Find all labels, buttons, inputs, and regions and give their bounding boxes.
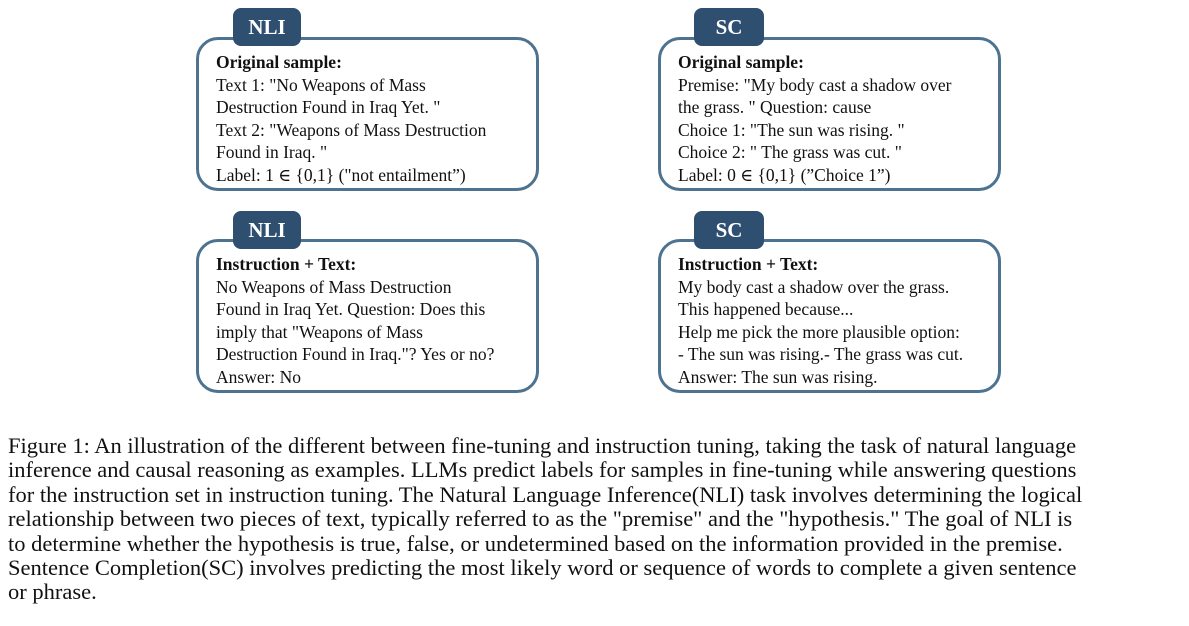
caption-line: Sentence Completion(SC) involves predict… bbox=[8, 555, 1077, 581]
panel-line: Text 2: "Weapons of Mass Destruction bbox=[216, 119, 487, 140]
caption-line: Figure 1: An illustration of the differe… bbox=[8, 433, 1077, 458]
panel-heading: Original sample: bbox=[216, 52, 342, 72]
sc-tag: SC bbox=[694, 8, 764, 46]
nli-original-sample-panel: Original sample: Text 1: "No Weapons of … bbox=[196, 37, 539, 191]
panel-line: - The sun was rising.- The grass was cut… bbox=[678, 344, 964, 364]
panel-line: Choice 1: "The sun was rising. " bbox=[678, 119, 905, 140]
panel-line: imply that "Weapons of Mass bbox=[216, 321, 423, 342]
caption-line: relationship between two pieces of text,… bbox=[8, 506, 1073, 532]
panel-heading: Instruction + Text: bbox=[216, 254, 357, 274]
panel-line: Destruction Found in Iraq Yet. " bbox=[216, 97, 441, 117]
panel-line: Destruction Found in Iraq."? Yes or no? bbox=[216, 344, 495, 364]
caption-line: to determine whether the hypothesis is t… bbox=[8, 530, 1063, 556]
panel-heading: Original sample: bbox=[678, 52, 804, 72]
panel-line: Label: 1 ∈ {0,1} ("not entailment”) bbox=[216, 164, 466, 185]
panel-line: Found in Iraq Yet. Question: Does this bbox=[216, 299, 486, 319]
panel-line: No Weapons of Mass Destruction bbox=[216, 276, 452, 297]
nli-instruction-text-panel: Instruction + Text: No Weapons of Mass D… bbox=[196, 239, 539, 393]
caption-line: or phrase. bbox=[8, 579, 97, 605]
panel-line: Answer: The sun was rising. bbox=[678, 366, 878, 387]
nli-tag: NLI bbox=[233, 8, 301, 46]
sc-instruction-text-panel: Instruction + Text: My body cast a shado… bbox=[658, 239, 1001, 393]
nli-tag: NLI bbox=[233, 211, 301, 249]
sc-tag: SC bbox=[694, 211, 764, 249]
panel-line: Premise: "My body cast a shadow over bbox=[678, 74, 952, 95]
panel-heading: Instruction + Text: bbox=[678, 254, 819, 274]
panel-line: Text 1: "No Weapons of Mass bbox=[216, 74, 426, 95]
panel-line: Answer: No bbox=[216, 366, 302, 387]
panel-line: Choice 2: " The grass was cut. " bbox=[678, 142, 902, 162]
panel-line: Label: 0 ∈ {0,1} (”Choice 1”) bbox=[678, 164, 891, 185]
caption-line: for the instruction set in instruction t… bbox=[8, 481, 1083, 507]
panel-line: This happened because... bbox=[678, 299, 854, 319]
panel-line: Help me pick the more plausible option: bbox=[678, 321, 960, 342]
panel-line: My body cast a shadow over the grass. bbox=[678, 276, 950, 297]
caption-line: inference and causal reasoning as exampl… bbox=[8, 457, 1077, 483]
sc-original-sample-panel: Original sample: Premise: "My body cast … bbox=[658, 37, 1001, 191]
figure-caption: Figure 1: An illustration of the differe… bbox=[8, 433, 1184, 605]
panel-line: Found in Iraq. " bbox=[216, 142, 328, 162]
panel-line: the grass. " Question: cause bbox=[678, 97, 872, 117]
